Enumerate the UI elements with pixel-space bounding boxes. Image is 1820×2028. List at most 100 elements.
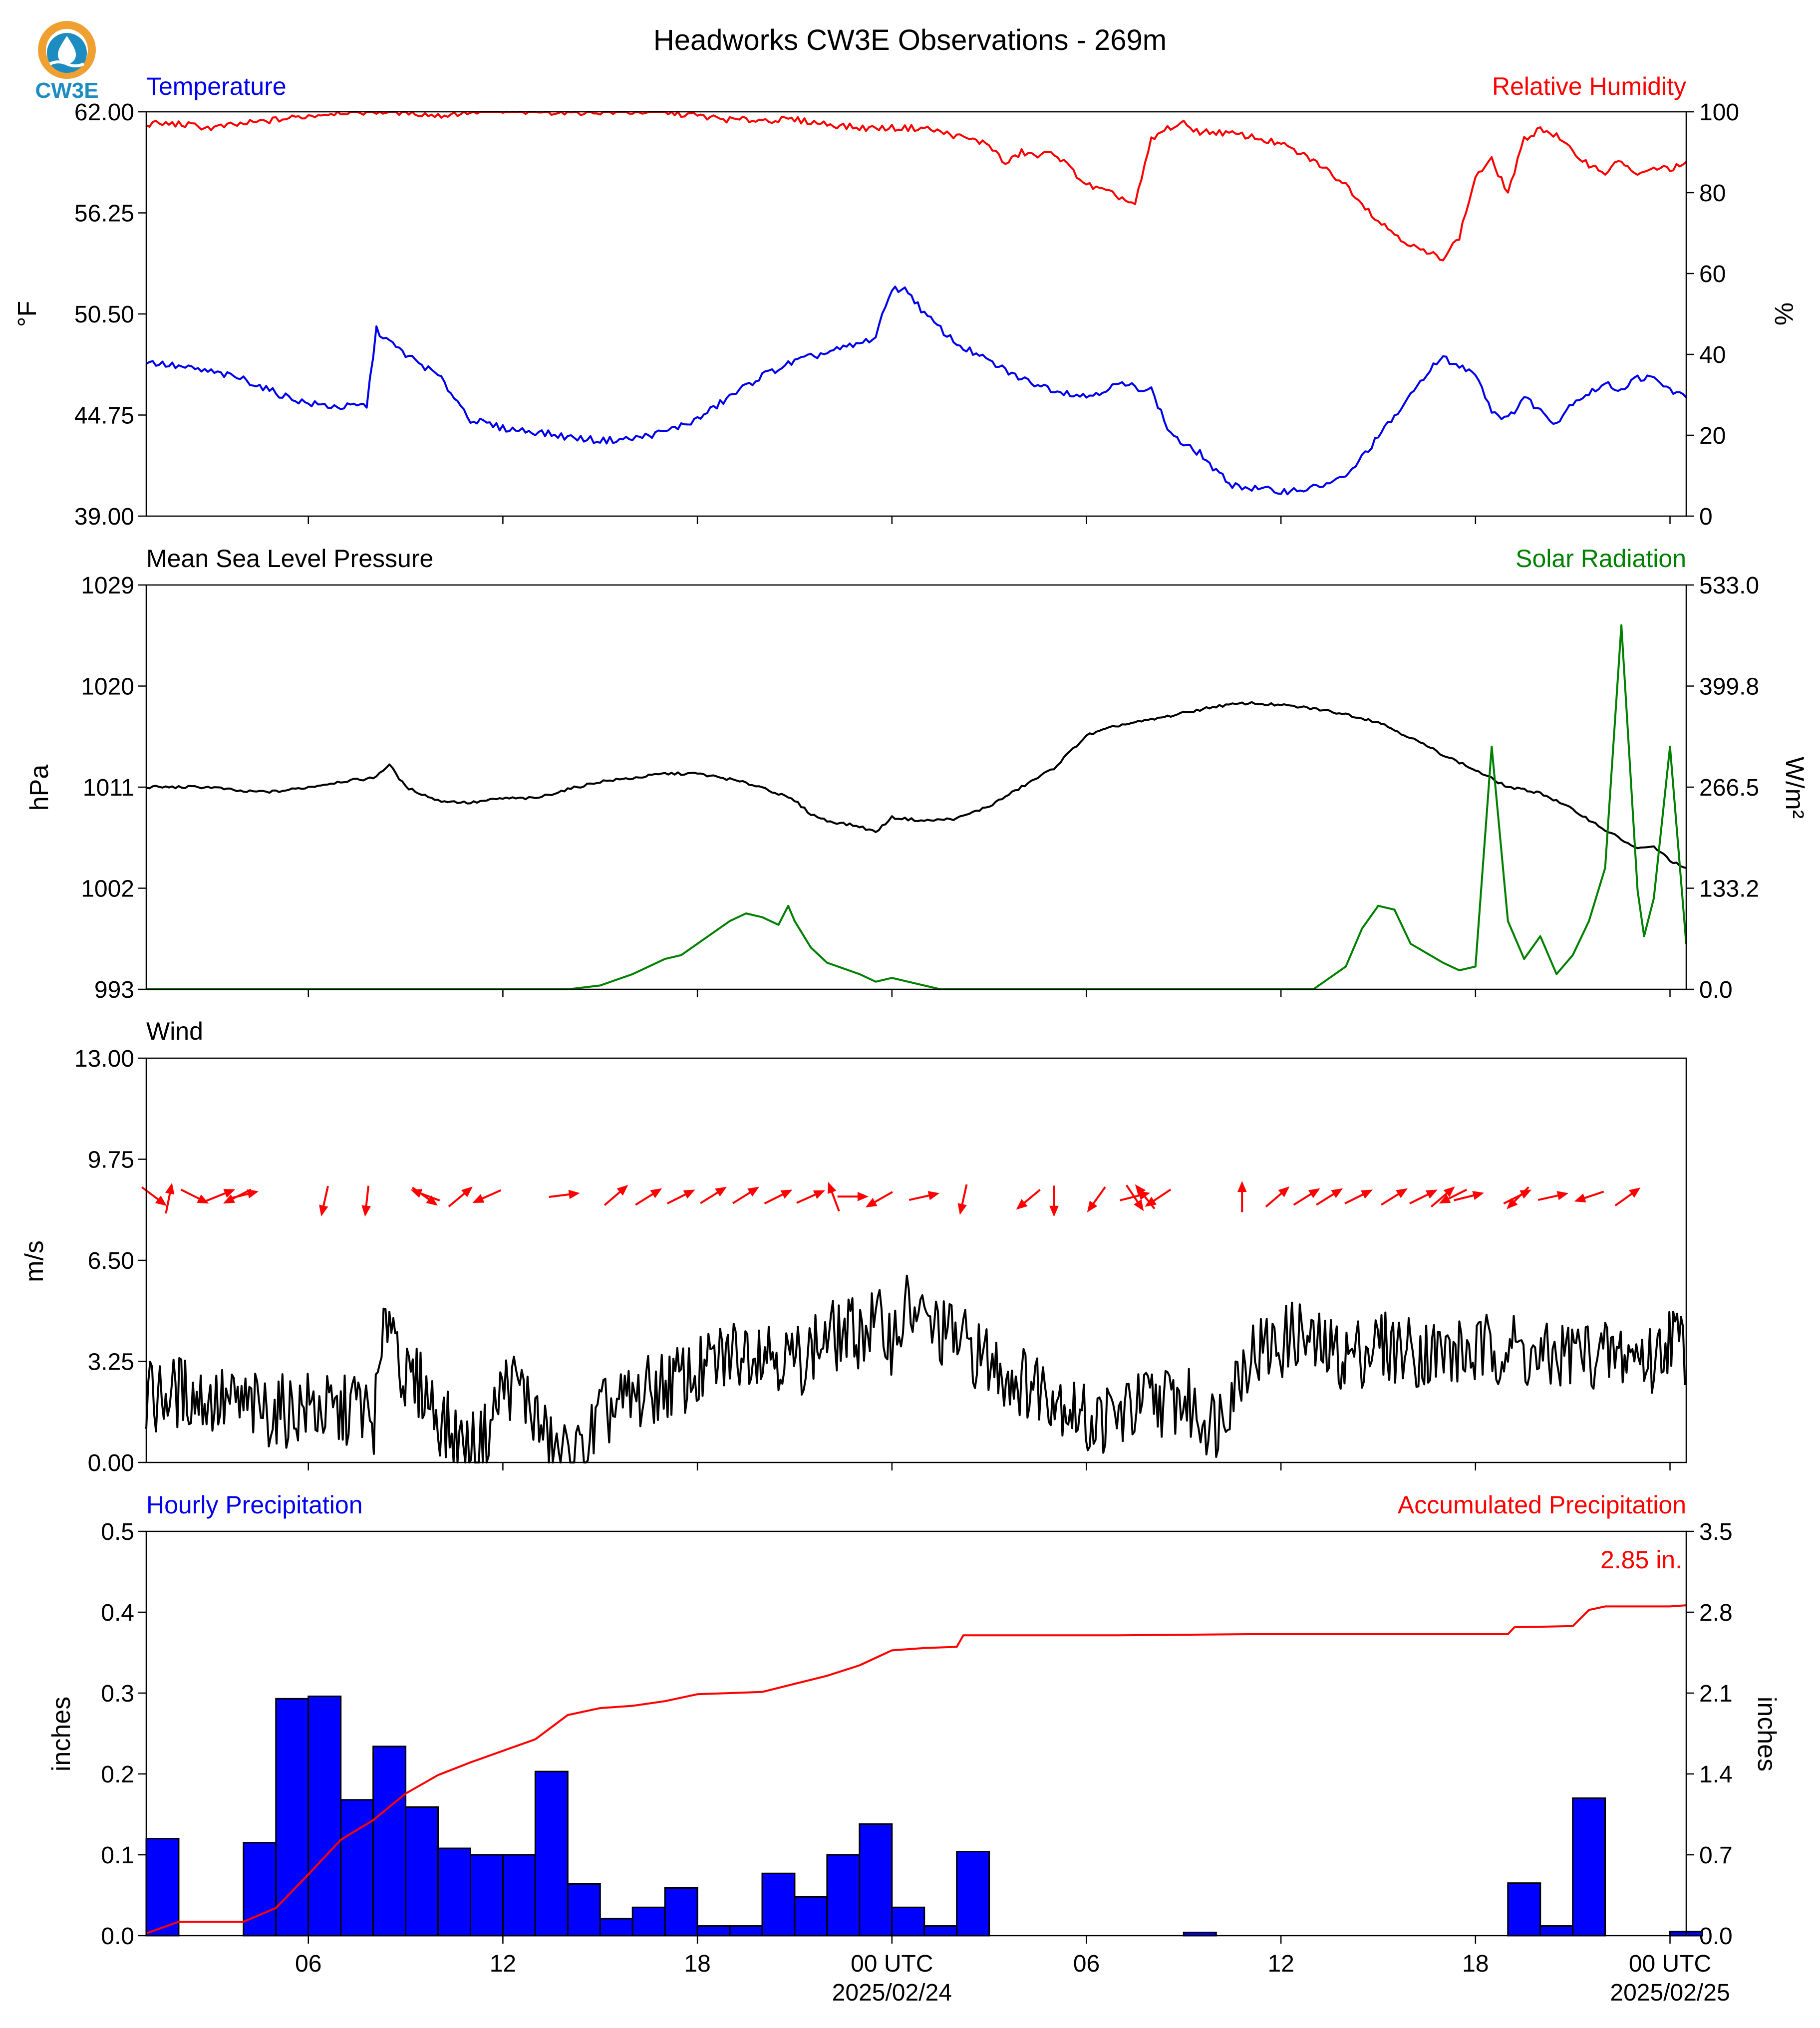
logo-emblem-icon [38,21,96,79]
y-tick-label: 0.5 [101,1519,134,1545]
precip-bar [826,1854,861,1937]
wind-arrow [604,1184,628,1206]
precip-bar [599,1918,633,1937]
temperature-line [146,286,1687,496]
precip-bar [145,1838,180,1937]
humidity-unit: % [1769,302,1798,325]
x-date-label: 2025/02/24 [832,1980,952,2006]
y-tick-label: 2.1 [1699,1681,1733,1707]
wind-arrow [1125,1184,1144,1211]
wind-panel: Wind m/s 0.00 3.25 6.50 9.75 13.00 [20,1017,1687,1476]
wind-x-ticks [307,1462,1671,1470]
y-tick-label: 50.50 [74,301,134,328]
wind-arrow [1016,1188,1041,1210]
wind-arrow [1507,1186,1529,1209]
wind-arrow [1537,1191,1569,1201]
wind-frame [145,1057,1687,1463]
precip-bar [761,1872,796,1937]
wind-arrow [666,1189,695,1205]
y-tick-label: 3.5 [1699,1519,1733,1545]
x-tick-label: 00 UTC [851,1951,933,1977]
precip-bar [243,1842,277,1937]
wind-arrow [796,1190,825,1204]
x-tick-label: 12 [490,1951,516,1977]
y-tick-label: 1002 [81,876,134,902]
wind-arrow [1380,1188,1408,1206]
x-tick-label: 06 [1073,1951,1100,1977]
logo-text: CW3E [35,78,98,103]
wind-arrow [1049,1185,1059,1217]
precip-x-ticks: 06 12 18 00 UTC 2025/02/24 06 12 18 00 UTC 2025/0… [295,1936,1730,2006]
wind-arrow [141,1186,167,1206]
y-tick-label: 80 [1699,180,1726,207]
solar-title: Solar Radiation [1516,545,1686,573]
precip-bar [469,1854,504,1937]
precip-bar [859,1823,893,1937]
accum-precip-line [146,1604,1687,1935]
precip-bar [372,1745,407,1937]
temperature-y-ticks: 39.00 44.75 50.50 56.25 62.00 [74,99,146,530]
wind-arrow [319,1185,329,1217]
y-tick-label: 0.1 [101,1842,134,1869]
x-tick-label: 06 [295,1951,321,1977]
wind-arrow [448,1186,473,1207]
precip-panel: Hourly Precipitation Accumulated Precipi… [47,1491,1781,2006]
y-tick-label: 0.4 [101,1600,134,1626]
precip-bar [307,1695,342,1937]
hourly-precip-unit: inches [47,1697,76,1771]
wind-plot-area [141,1181,1686,1463]
x-tick-label: 12 [1267,1951,1294,1977]
precip-bar [1507,1882,1541,1937]
pressure-line [146,701,1687,869]
y-tick-label: 533.0 [1699,573,1759,599]
precip-plot-area [145,1604,1703,1937]
accum-precip-title: Accumulated Precipitation [1398,1491,1686,1519]
x-date-label: 2025/02/25 [1610,1980,1730,2006]
wind-arrow [206,1189,236,1202]
y-tick-label: 13.00 [74,1046,134,1072]
wind-y-ticks: 0.00 3.25 6.50 9.75 13.00 [74,1046,146,1476]
precip-bar [664,1887,698,1937]
precip-bar [567,1883,601,1937]
wind-arrow [837,1191,869,1201]
hourly-precip-title: Hourly Precipitation [146,1491,363,1519]
precip-bar [534,1770,569,1937]
y-tick-label: 9.75 [88,1147,134,1173]
wind-arrow [1135,1184,1156,1209]
y-tick-label: 399.8 [1699,674,1759,700]
solar-unit: W/m² [1780,757,1809,819]
wind-title: Wind [146,1017,203,1045]
wind-arrow [1614,1187,1641,1207]
y-tick-label: 0.00 [88,1450,134,1476]
wind-arrow [165,1182,175,1214]
pressure-x-ticks [307,989,1671,997]
pressure-y-ticks: 993 1002 1011 1020 1029 [81,573,146,1003]
precip-bar [696,1925,731,1937]
wind-arrow [549,1189,580,1199]
y-tick-label: 133.2 [1699,876,1759,902]
wind-arrow [472,1189,502,1203]
wind-arrow [410,1189,440,1201]
temperature-x-ticks [307,516,1671,524]
precip-bar [502,1854,536,1937]
wind-arrow [865,1191,893,1207]
wind-arrow [1316,1188,1343,1206]
humidity-y-ticks: 0 20 40 60 80 100 [1686,99,1739,530]
wind-arrow [361,1185,371,1217]
wind-arrow [1430,1186,1455,1208]
precip-bar [631,1906,666,1937]
temperature-unit: °F [13,301,42,327]
accum-precip-y-ticks: 0.0 0.7 1.4 2.1 2.8 3.5 [1686,1519,1733,1950]
wind-arrow [635,1188,662,1206]
wind-arrow [957,1184,968,1215]
pressure-frame [145,584,1687,990]
pressure-panel: Mean Sea Level Pressure Solar Radiation … [25,545,1809,1003]
y-tick-label: 100 [1699,99,1739,126]
y-tick-label: 0 [1699,504,1713,530]
temperature-title: Temperature [146,72,287,100]
precip-bar [956,1851,990,1937]
cw3e-logo: CW3E [35,21,99,103]
wind-arrow [1439,1188,1468,1204]
wind-arrow [1293,1188,1320,1206]
